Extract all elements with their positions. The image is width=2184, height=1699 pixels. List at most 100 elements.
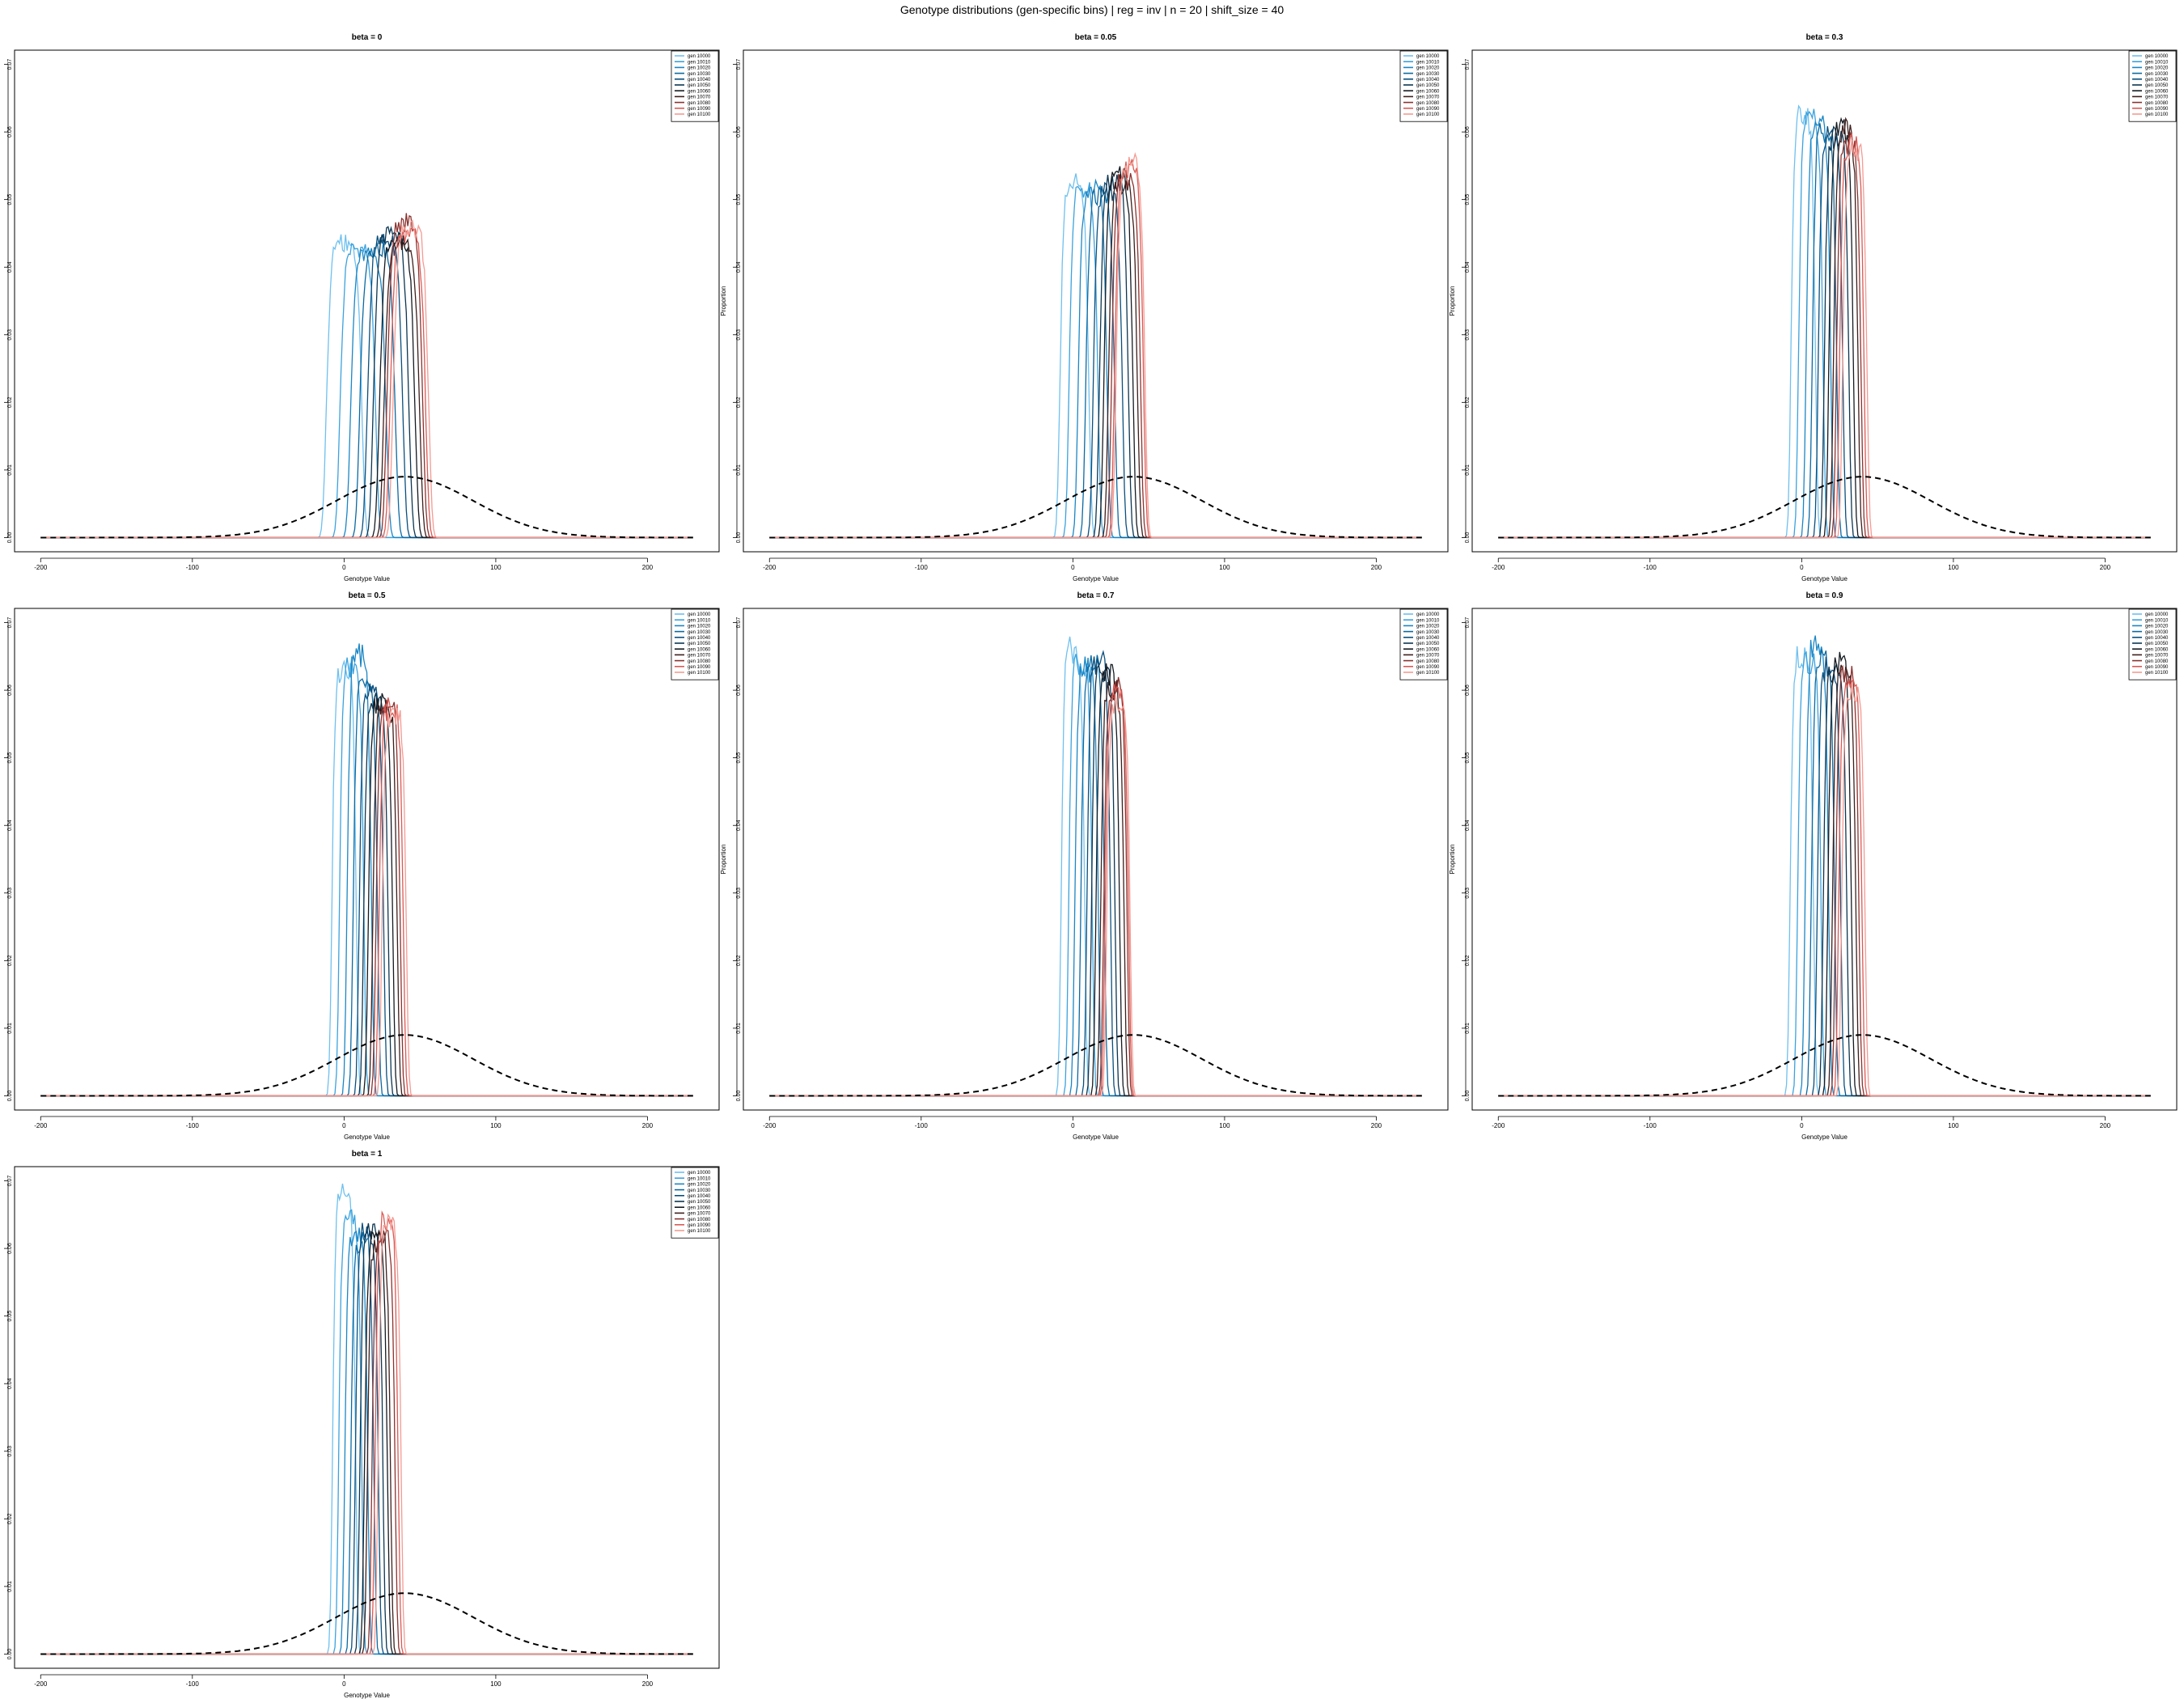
y-tick-label: 0.03	[1465, 329, 1471, 341]
series-line-gen-10040	[40, 1222, 693, 1655]
legend-box	[671, 50, 719, 122]
panel-title: beta = 0	[352, 33, 383, 42]
legend-label: gen 10090	[2145, 107, 2169, 112]
x-axis-label: Genotype Value	[344, 1692, 390, 1699]
x-tick-label: 200	[642, 1122, 654, 1129]
x-tick-label: 0	[1071, 1122, 1075, 1129]
panel-6: beta = 0.9 Genotype Value Proportion -200 -1…	[1449, 591, 2178, 1141]
legend-label: gen 10100	[2145, 671, 2169, 676]
legend-label: gen 10090	[1416, 107, 1440, 112]
y-tick-label: 0.05	[1465, 752, 1471, 764]
y-tick-label: 0.02	[1465, 955, 1471, 966]
x-tick-label: 100	[1219, 564, 1230, 571]
legend-label: gen 10100	[688, 112, 711, 117]
series-line-gen-10030	[769, 655, 1422, 1097]
x-tick-label: -200	[34, 1122, 48, 1129]
legend-box	[671, 608, 719, 680]
y-tick-label: 0.05	[736, 752, 742, 764]
series-line-gen-10000	[40, 234, 693, 539]
series-line-gen-10030	[40, 1231, 693, 1655]
legend-label: gen 10040	[688, 78, 711, 83]
series-line-gen-10030	[40, 240, 693, 539]
x-tick-label: 0	[1800, 564, 1804, 571]
x-axis-label: Genotype Value	[344, 575, 390, 583]
legend-label: gen 10030	[688, 630, 711, 635]
legend-label: gen 10060	[2145, 647, 2169, 652]
y-tick-label: 0.04	[7, 1378, 13, 1389]
legend-label: gen 10100	[688, 1229, 711, 1234]
x-tick-label: -200	[1492, 1122, 1505, 1129]
legend-label: gen 10010	[688, 618, 711, 623]
legend-label: gen 10040	[1416, 636, 1440, 641]
legend-label: gen 10050	[2145, 83, 2169, 88]
x-tick-label: -100	[915, 1122, 929, 1129]
x-tick-label: -100	[186, 1680, 200, 1688]
series-line-gen-10100	[769, 151, 1422, 539]
y-axis-label: Proportion	[720, 286, 727, 316]
legend-label: gen 10030	[1416, 72, 1440, 77]
y-axis-label: Proportion	[1449, 286, 1456, 316]
x-tick-label: -200	[34, 1680, 48, 1688]
plot-frame	[14, 1166, 720, 1669]
reference-curve	[40, 1034, 693, 1097]
legend-label: gen 10040	[2145, 78, 2169, 83]
legend-label: gen 10010	[688, 60, 711, 65]
series-line-gen-10020	[40, 247, 693, 539]
legend-label: gen 10010	[2145, 618, 2169, 623]
legend-label: gen 10070	[1416, 654, 1440, 659]
x-tick-label: -100	[186, 1122, 200, 1129]
x-tick-label: -200	[34, 564, 48, 571]
legend-label: gen 10030	[2145, 72, 2169, 77]
legend-box	[671, 1167, 719, 1239]
series-line-gen-10030	[1498, 649, 2151, 1097]
legend-label: gen 10060	[688, 1205, 711, 1210]
y-tick-label: 0.05	[736, 194, 742, 205]
x-tick-label: 100	[490, 1122, 502, 1129]
y-tick-label: 0.01	[7, 1581, 13, 1592]
y-tick-label: 0.02	[7, 396, 13, 408]
series-line-gen-10010	[769, 182, 1422, 539]
y-tick-label: 0.05	[7, 194, 13, 205]
legend-label: gen 10060	[1416, 647, 1440, 652]
legend-label: gen 10040	[1416, 78, 1440, 83]
legend-label: gen 10050	[688, 83, 711, 88]
y-tick-label: 0.07	[736, 617, 742, 629]
legend-label: gen 10000	[688, 612, 711, 617]
x-axis-label: Genotype Value	[1073, 575, 1119, 583]
plot-frame	[743, 608, 1449, 1111]
y-tick-label: 0.01	[7, 464, 13, 476]
legend-box	[1399, 608, 1448, 680]
legend-label: gen 10090	[2145, 665, 2169, 670]
y-tick-label: 0.07	[1465, 59, 1471, 70]
legend-label: gen 10080	[2145, 101, 2169, 106]
series-line-gen-10080	[1498, 664, 2151, 1097]
y-tick-label: 0.01	[7, 1023, 13, 1034]
legend-box	[2128, 608, 2177, 680]
legend-label: gen 10060	[688, 647, 711, 652]
legend-label: gen 10080	[1416, 659, 1440, 664]
legend-label: gen 10080	[2145, 659, 2169, 664]
y-tick-label: 0.00	[7, 1649, 13, 1660]
x-tick-label: 0	[1071, 564, 1075, 571]
series-line-gen-10060	[769, 166, 1422, 539]
series-line-gen-10000	[769, 173, 1422, 539]
series-line-gen-10040	[40, 233, 693, 539]
legend-label: gen 10030	[1416, 630, 1440, 635]
legend-label: gen 10000	[1416, 612, 1440, 617]
series-line-gen-10010	[40, 243, 693, 539]
y-tick-label: 0.06	[736, 126, 742, 138]
legend-label: gen 10040	[688, 636, 711, 641]
x-tick-label: 100	[1948, 564, 1959, 571]
y-tick-label: 0.03	[7, 329, 13, 341]
reference-curve	[1498, 1034, 2151, 1097]
series-line-gen-10050	[769, 174, 1422, 539]
legend-label: gen 10000	[1416, 54, 1440, 59]
series-line-gen-10050	[40, 226, 693, 539]
series-line-gen-10100	[1498, 683, 2151, 1097]
series-line-gen-10070	[769, 174, 1422, 539]
